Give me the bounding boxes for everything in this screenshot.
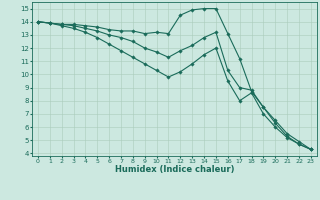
X-axis label: Humidex (Indice chaleur): Humidex (Indice chaleur) (115, 165, 234, 174)
